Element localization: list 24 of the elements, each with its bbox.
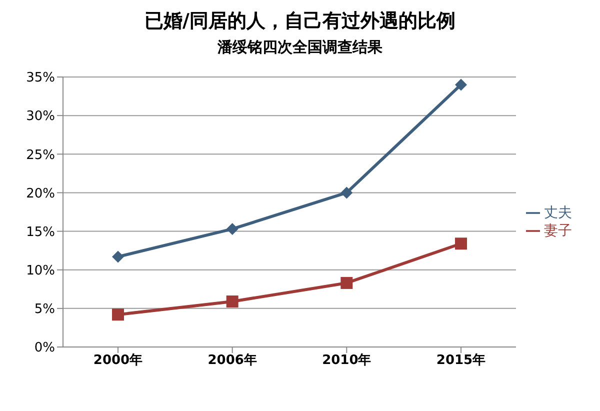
y-tick-label: 25% [26, 148, 55, 163]
point [455, 78, 467, 91]
y-tick-label: 30% [26, 109, 55, 124]
x-tick-label: 2010年 [322, 353, 372, 368]
y-tick-label: 10% [26, 263, 55, 278]
x-tick-label: 2015年 [436, 353, 486, 368]
point [112, 250, 124, 263]
chart-title: 已婚/同居的人，自己有过外遇的比例 [144, 9, 456, 34]
point [112, 308, 124, 321]
legend-label: 丈夫 [544, 205, 572, 221]
point [455, 238, 467, 250]
point [340, 186, 353, 199]
legend-label: 妻子 [544, 223, 572, 239]
point [226, 295, 238, 308]
point [340, 276, 353, 289]
y-tick-label: 35% [26, 70, 55, 86]
x-tick-label: 2006年 [208, 353, 257, 368]
x-tick-label: 2000年 [93, 353, 143, 368]
y-tick-label: 15% [26, 224, 55, 240]
y-tick-label: 5% [34, 302, 55, 318]
point [226, 222, 238, 235]
chart-subtitle: 潘绥铭四次全国调查结果 [216, 38, 384, 57]
y-tick-label: 20% [26, 186, 55, 202]
y-tick-label: 0% [34, 340, 55, 356]
